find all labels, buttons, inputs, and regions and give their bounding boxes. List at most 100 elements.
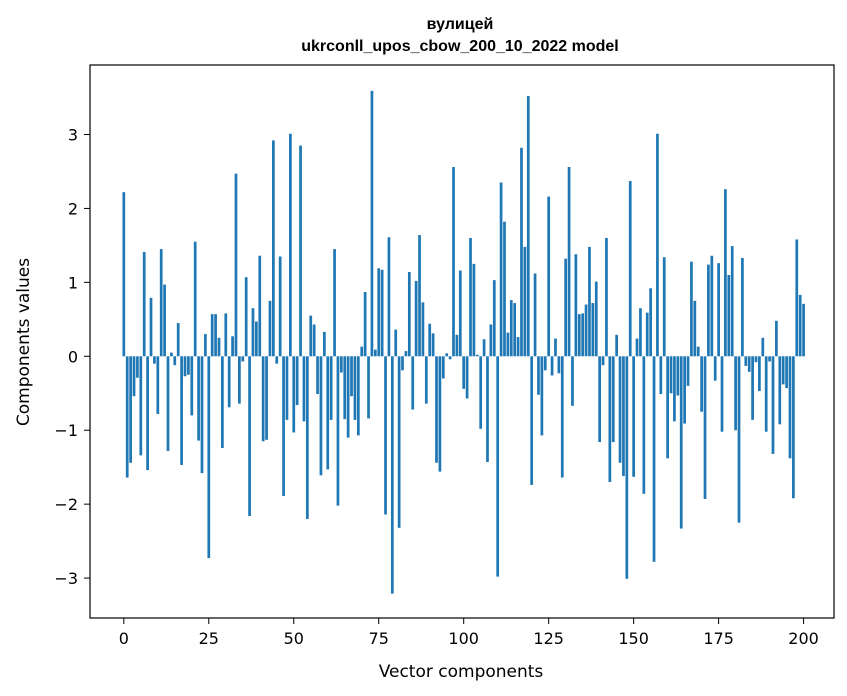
chart-title-line-1: вулицей	[427, 16, 494, 33]
bar	[193, 241, 197, 357]
bar	[302, 356, 306, 422]
bar	[639, 308, 642, 357]
bar	[292, 356, 296, 433]
bar	[149, 297, 153, 357]
y-tick-label: −1	[54, 421, 78, 440]
bar	[577, 314, 581, 357]
bar	[744, 356, 748, 366]
bar	[788, 356, 792, 459]
bar	[758, 356, 761, 392]
bar	[673, 356, 676, 422]
bar	[234, 173, 238, 357]
bar	[778, 356, 782, 425]
bar	[594, 281, 598, 357]
bar	[635, 338, 639, 357]
bar	[190, 356, 194, 416]
y-tick-label: −3	[54, 569, 78, 588]
bar	[166, 356, 170, 451]
bar	[428, 323, 432, 357]
bar	[713, 356, 717, 381]
bar	[693, 300, 697, 357]
bar	[611, 356, 615, 443]
bar	[261, 356, 265, 442]
bar	[258, 255, 262, 357]
bar	[170, 352, 173, 357]
bar	[581, 313, 585, 357]
bar	[486, 356, 489, 463]
bar	[278, 256, 282, 357]
bar	[411, 356, 415, 410]
bar	[360, 346, 364, 357]
x-tick-label: 75	[369, 629, 389, 648]
bar	[462, 356, 466, 389]
bar	[353, 356, 357, 420]
x-tick-label: 25	[199, 629, 219, 648]
bar	[499, 182, 503, 357]
bar	[197, 356, 200, 441]
bar	[747, 356, 751, 372]
bar	[622, 356, 625, 477]
y-axis-label: Components values	[14, 258, 34, 426]
bar	[282, 356, 285, 497]
bar	[754, 356, 758, 363]
bar	[669, 356, 673, 394]
bar	[679, 356, 683, 529]
bar	[285, 356, 289, 420]
bar	[659, 356, 663, 394]
bar	[139, 356, 143, 456]
bar	[526, 96, 530, 357]
bar	[513, 303, 517, 357]
bar	[598, 356, 602, 443]
bar	[781, 356, 785, 385]
bar	[251, 308, 255, 357]
bar	[326, 356, 330, 470]
bar	[554, 338, 557, 357]
bar	[142, 252, 146, 357]
bar	[370, 90, 374, 357]
bar	[418, 235, 421, 357]
bar	[384, 356, 387, 515]
bar	[373, 349, 377, 357]
bar	[176, 323, 180, 357]
bar	[339, 356, 343, 373]
bar	[666, 356, 669, 459]
bar	[214, 314, 217, 357]
bar	[771, 356, 775, 454]
bar	[346, 356, 350, 438]
bar	[255, 321, 258, 357]
bar	[751, 356, 754, 420]
bar	[289, 133, 292, 357]
bar	[305, 356, 309, 519]
bar	[574, 254, 578, 357]
bar	[469, 238, 472, 357]
bar	[533, 273, 537, 357]
bar	[122, 192, 126, 357]
bar	[560, 356, 564, 478]
bar	[547, 196, 551, 357]
bar	[295, 356, 299, 406]
bar	[312, 324, 316, 357]
bar	[207, 356, 211, 559]
x-tick-label: 125	[533, 629, 564, 648]
y-tick-label: 1	[68, 273, 78, 292]
bar	[489, 324, 493, 357]
bar	[649, 288, 652, 357]
bar	[683, 356, 686, 424]
bar	[309, 315, 313, 357]
bar	[248, 356, 251, 516]
x-tick-label: 100	[448, 629, 479, 648]
bar	[231, 336, 234, 357]
bar	[458, 270, 462, 357]
bar	[204, 334, 207, 357]
bar	[200, 356, 204, 474]
bar	[343, 356, 347, 420]
bar	[217, 337, 221, 357]
x-axis-label: Vector components	[379, 662, 544, 682]
bar	[567, 167, 571, 357]
bar	[690, 261, 693, 357]
bar	[475, 354, 479, 357]
bar	[173, 356, 177, 366]
bar	[717, 263, 720, 357]
bar	[645, 312, 649, 357]
